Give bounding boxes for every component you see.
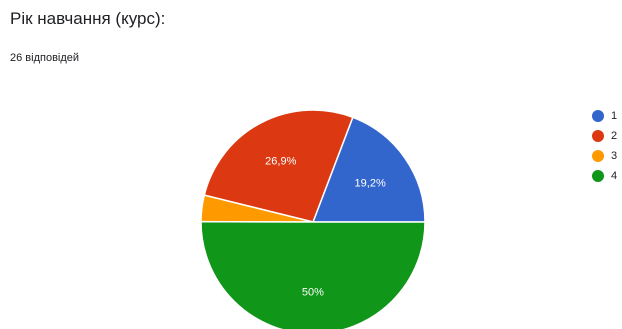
legend-label: 1: [611, 110, 618, 122]
slice-label-2: 26,9%: [265, 155, 296, 167]
legend-item-1[interactable]: 1: [592, 106, 617, 126]
slice-label-1: 19,2%: [355, 178, 386, 190]
response-count: 26 відповідей: [10, 52, 80, 64]
pie-slice-1[interactable]: [311, 116, 426, 223]
question-title: Рік навчання (курс):: [10, 9, 166, 28]
legend-label: 2: [611, 130, 618, 142]
legend-swatch-icon: [592, 150, 604, 162]
legend-item-3[interactable]: 3: [592, 146, 617, 166]
slice-label-4: 50%: [302, 286, 324, 298]
legend-swatch-icon: [592, 130, 604, 142]
legend-label: 3: [611, 150, 618, 162]
chart-legend: 1 2 3 4: [592, 106, 617, 186]
legend-label: 4: [611, 170, 618, 182]
legend-swatch-icon: [592, 110, 604, 122]
legend-item-4[interactable]: 4: [592, 166, 617, 186]
pie-slice-4[interactable]: [200, 220, 426, 329]
legend-swatch-icon: [592, 170, 604, 182]
legend-item-2[interactable]: 2: [592, 126, 617, 146]
pie-slice-2[interactable]: [203, 109, 354, 223]
